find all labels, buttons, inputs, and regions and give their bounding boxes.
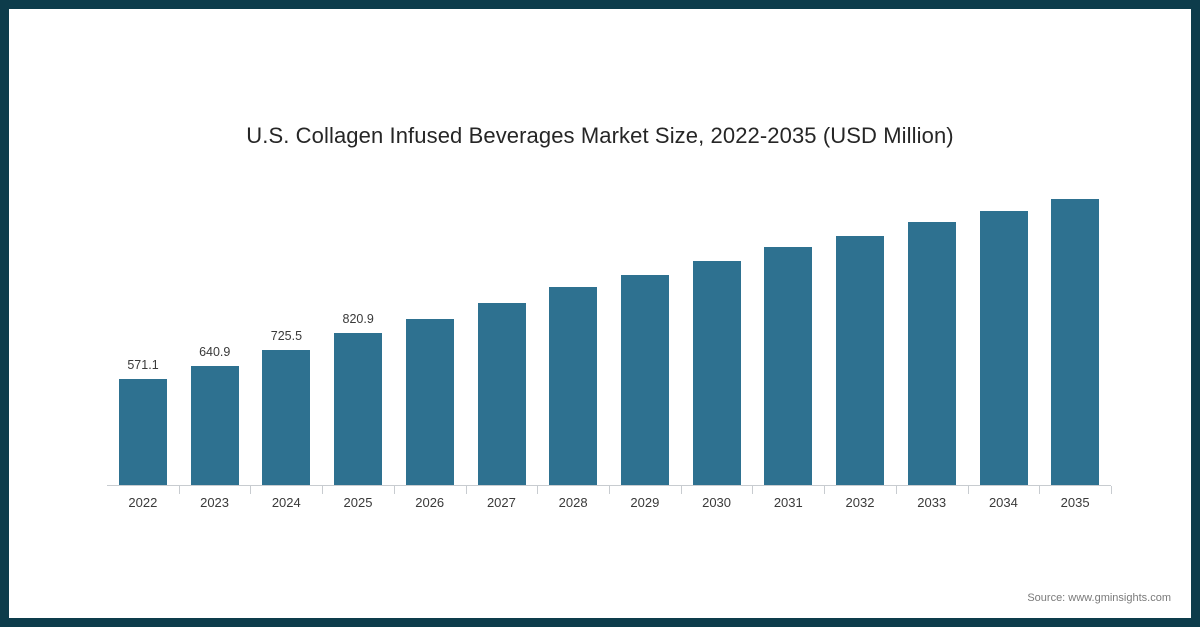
x-axis-tick-label: 2030: [702, 495, 732, 510]
x-axis-tick-label: 2022: [128, 495, 158, 510]
x-axis-tick-label: 2029: [630, 495, 660, 510]
x-axis-tick-label: 2032: [845, 495, 875, 510]
bar: [405, 319, 454, 485]
bar-value-label: 725.5: [270, 329, 303, 344]
bar-group: [609, 179, 681, 485]
bar: [692, 261, 741, 485]
bar-group: [1039, 179, 1111, 485]
bar: [836, 236, 885, 485]
bar-value-label: 571.1: [127, 358, 159, 373]
bar-group: 571.1: [107, 179, 179, 485]
bar: [549, 287, 598, 485]
bar-group: 640.9: [179, 179, 251, 485]
x-axis-tick: [895, 486, 897, 494]
x-axis-tick-label: 2035: [1060, 495, 1090, 510]
x-axis-tick-label: 2025: [343, 495, 373, 510]
x-axis-tick: [250, 486, 252, 494]
bar-group: [896, 179, 968, 485]
bar-group: [824, 179, 896, 485]
bar: [979, 211, 1028, 485]
bar: [907, 222, 956, 485]
x-axis-category-labels: 2022 2023 2024 2025 2026 2027 2028 2029 2030 2031…: [107, 495, 1111, 517]
bar-group: 725.5: [250, 179, 322, 485]
x-axis-tick-label: 2023: [200, 495, 230, 510]
bar: [334, 332, 383, 485]
x-axis-tick: [824, 486, 826, 494]
x-axis-tick: [1039, 486, 1041, 494]
x-axis-tick: [537, 486, 539, 494]
x-axis-tick-label: 2026: [415, 495, 445, 510]
x-axis-tick-label: 2034: [988, 495, 1018, 510]
bar: [764, 247, 813, 485]
bar-group: [537, 179, 609, 485]
bar: [119, 379, 167, 485]
bar-group: [968, 179, 1040, 485]
bar-value-label: 820.9: [342, 311, 374, 326]
x-axis-tick: [465, 486, 467, 494]
x-axis-tick-label: 2031: [773, 495, 803, 510]
x-axis-tick-label: 2024: [271, 495, 301, 510]
bar-value-label: 640.9: [199, 345, 231, 360]
chart-title: U.S. Collagen Infused Beverages Market S…: [246, 123, 954, 148]
x-axis-tick-label: 2028: [558, 495, 588, 510]
bar-group: [681, 179, 753, 485]
x-axis-tick: [393, 486, 395, 494]
x-axis-tick: [609, 486, 610, 494]
bar: [190, 366, 239, 485]
bar-group: [466, 179, 538, 485]
bar-group: [752, 179, 824, 485]
bar-group: 820.9: [322, 179, 394, 485]
bar: [1051, 199, 1100, 485]
bar-series: 571.1 640.9 725.5 820.9: [107, 179, 1111, 485]
x-axis-tick-label: 2027: [486, 495, 516, 510]
bar-group: [394, 179, 466, 485]
x-axis-tick: [178, 486, 180, 494]
x-axis-line: [107, 485, 1111, 486]
plot-area: 571.1 640.9 725.5 820.9: [107, 179, 1111, 485]
x-axis-tick-label: 2033: [917, 495, 947, 510]
bar: [621, 275, 669, 485]
x-axis-tick: [752, 486, 754, 494]
source-attribution: Source: www.gminsights.com: [1027, 592, 1171, 604]
bar: [477, 303, 526, 485]
bar: [262, 350, 311, 485]
x-axis-tick: [680, 486, 682, 494]
x-axis-tick: [967, 486, 969, 494]
x-axis-tick: [1111, 486, 1112, 494]
x-axis-tick: [322, 486, 324, 494]
